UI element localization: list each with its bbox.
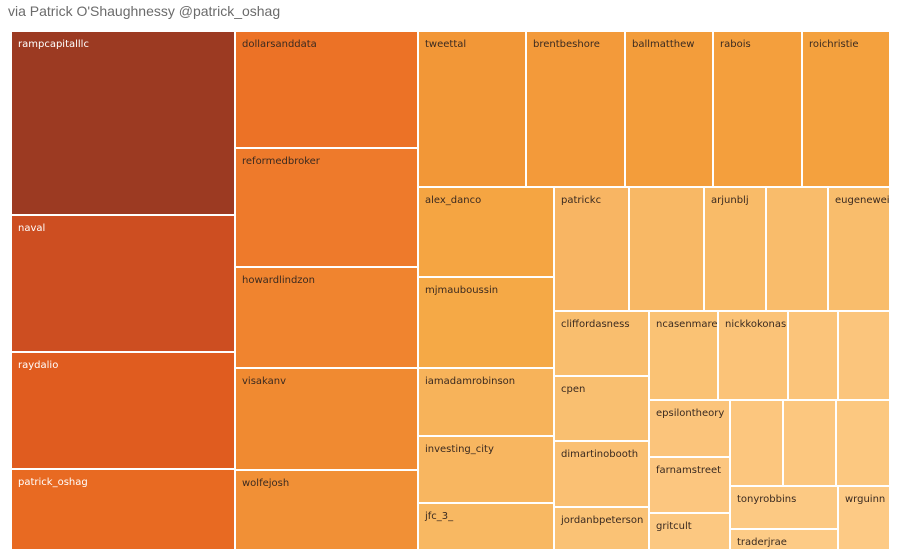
treemap-tile-label: dollarsanddata [242,39,317,50]
treemap-tile: patrickc [554,187,629,311]
treemap-tile: tonyrobbins [730,486,838,529]
treemap-tile-label: ncasenmare [656,319,718,330]
treemap-tile: iamadamrobinson [418,368,554,436]
treemap-tile-label: patrickc [561,195,602,206]
treemap-tile-label: gritcult [656,521,692,532]
treemap-tile: farnamstreet [649,457,730,513]
treemap-tile: wrguinn [838,486,890,550]
treemap-tile-label: rabois [720,39,751,50]
treemap-tile-label: roichristie [809,39,859,50]
treemap-tile-label: jfc_3_ [425,511,454,522]
treemap-tile: visakanv [235,368,418,470]
treemap-tile [783,400,836,486]
treemap-tile: epsilontheory [649,400,730,457]
treemap-tile: naval [11,215,235,352]
treemap-tile [629,187,704,311]
treemap-tile: ncasenmare [649,311,718,400]
treemap-tile-label: eugenewei [835,195,890,206]
treemap-tile: mjmauboussin [418,277,554,368]
treemap-tile-label: traderjrae [737,537,787,548]
treemap-tile-label: reformedbroker [242,156,320,167]
treemap-tile: patrick_oshag [11,469,235,550]
treemap-tile: rampcapitalllc [11,31,235,215]
treemap-tile: rabois [713,31,802,187]
treemap-tile-label: investing_city [425,444,494,455]
treemap-tile-label: visakanv [242,376,287,387]
treemap-tile-label: alex_danco [425,195,482,206]
treemap-tile: cpen [554,376,649,441]
treemap-tile: jfc_3_ [418,503,554,550]
chart-caption: via Patrick O'Shaughnessy @patrick_oshag [8,3,281,19]
treemap-tile: cliffordasness [554,311,649,376]
treemap-tile: nickkokonas [718,311,788,400]
treemap-tile-label: tweettal [425,39,467,50]
treemap-tile-label: iamadamrobinson [425,376,516,387]
treemap-tile: wolfejosh [235,470,418,550]
treemap-tile: dollarsanddata [235,31,418,148]
treemap-tile-label: nickkokonas [725,319,787,330]
treemap-tile: raydalio [11,352,235,469]
treemap-tile: jordanbpeterson [554,507,649,550]
treemap-tile-label: howardlindzon [242,275,315,286]
treemap-tile-label: rampcapitalllc [18,39,89,50]
treemap-tile-label: brentbeshore [533,39,600,50]
treemap-tile-label: farnamstreet [656,465,722,476]
treemap-tile: roichristie [802,31,890,187]
treemap-tile-label: ballmatthew [632,39,695,50]
treemap-tile-label: cpen [561,384,586,395]
treemap-tile [766,187,828,311]
treemap-tile: alex_danco [418,187,554,277]
treemap-tile: dimartinobooth [554,441,649,507]
treemap-tile-label: mjmauboussin [425,285,499,296]
treemap-tile-label: cliffordasness [561,319,630,330]
treemap-tile [788,311,838,400]
treemap-tile-label: dimartinobooth [561,449,639,460]
treemap-tile: ballmatthew [625,31,713,187]
treemap-tile: investing_city [418,436,554,503]
treemap-tile: arjunblj [704,187,766,311]
treemap-tile: eugenewei [828,187,890,311]
treemap-tile-label: raydalio [18,360,59,371]
treemap-tile: howardlindzon [235,267,418,368]
treemap-tile-label: epsilontheory [656,408,725,419]
treemap-tile: traderjrae [730,529,838,550]
treemap-tile-label: arjunblj [711,195,749,206]
treemap-tile-label: wrguinn [845,494,886,505]
treemap-tile-label: naval [18,223,46,234]
treemap-tile-label: tonyrobbins [737,494,797,505]
treemap-tile-label: wolfejosh [242,478,290,489]
treemap-tile [836,400,890,486]
treemap-tile-label: jordanbpeterson [561,515,644,526]
treemap-tile: tweettal [418,31,526,187]
treemap-tile [730,400,783,486]
treemap-tile: gritcult [649,513,730,550]
treemap-tile-label: patrick_oshag [18,477,88,488]
treemap-tile: brentbeshore [526,31,625,187]
treemap-tile [838,311,890,400]
treemap-tile: reformedbroker [235,148,418,267]
